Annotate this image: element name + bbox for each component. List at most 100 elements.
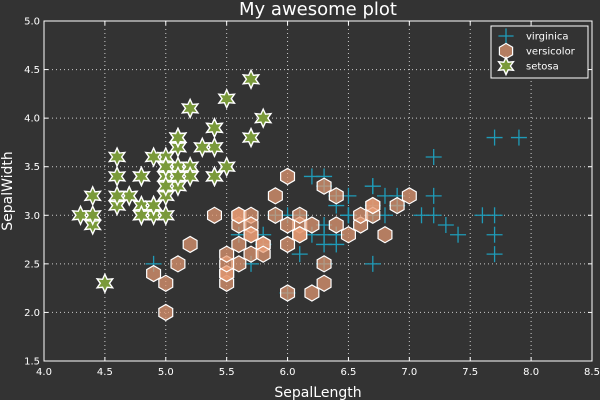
versicolor-point [377,226,393,244]
versicolor-point [365,196,381,215]
virginica-point [437,217,454,233]
setosa-point [132,165,151,188]
virginica-point [486,246,503,263]
y-tick-label: 3.5 [24,162,40,173]
setosa-point [168,126,188,149]
setosa-point [168,165,188,188]
x-tick-label: 5.5 [219,367,235,378]
setosa-point [205,165,224,188]
x-tick-label: 6.5 [340,367,356,378]
virginica-point [486,207,503,224]
versicolor-point [328,187,344,205]
x-tick-label: 4.5 [97,367,113,378]
setosa-point [193,136,212,158]
setosa-point [241,68,261,90]
setosa-point [217,156,236,178]
virginica-point [510,129,527,146]
versicolor-point [280,167,296,186]
setosa-point [132,204,151,226]
versicolor-point [292,226,308,244]
virginica-point [425,207,442,224]
virginica-point [486,226,503,243]
setosa-point [144,194,163,217]
virginica-point [316,226,333,243]
versicolor-point [255,245,271,263]
setosa-point [83,204,102,226]
y-tick-label: 2.5 [24,259,40,270]
versicolor-point [267,206,283,224]
versicolor-point [280,216,296,234]
setosa-point [205,117,224,139]
versicolor-point [158,303,174,322]
series-setosa [71,68,273,294]
versicolor-point [292,206,308,224]
versicolor-point [231,235,247,254]
versicolor-point [389,196,405,215]
x-tick-label: 4.0 [36,367,52,378]
setosa-point [107,185,127,207]
versicolor-point [316,255,332,273]
y-tick-label: 4.0 [24,114,40,125]
versicolor-point [280,235,296,254]
setosa-point [253,107,273,129]
axis-ticks: 4.0 4.5 5.0 5.5 6.0 6.5 7.0 7.5 8.0 8.5 1.5 2.0 2.5 3… [24,17,600,379]
versicolor-point [206,206,223,224]
x-tick-label: 5.0 [158,367,174,378]
x-axis-label: SepalLength [274,385,361,400]
legend-setosa-label: setosa [526,62,559,73]
legend-setosa-marker [497,55,515,77]
virginica-point [291,246,308,263]
virginica-point [425,149,442,165]
x-tick-label: 8.0 [523,367,539,378]
y-tick-label: 2.0 [24,308,40,319]
chart-title: My awesome plot [239,0,397,20]
legend-virginica-marker [498,28,514,44]
virginica-point [486,129,503,146]
versicolor-point [219,245,235,263]
y-axis-label: SepalWidth [0,151,16,231]
plot-frame [43,20,593,362]
data-points [71,68,527,322]
versicolor-point [170,255,186,273]
x-tick-label: 7.0 [401,367,417,378]
versicolor-point [267,187,283,205]
versicolor-point [328,216,344,234]
setosa-point [217,88,236,110]
virginica-point [450,226,467,243]
versicolor-point [316,177,332,195]
setosa-point [180,97,200,120]
y-tick-label: 1.5 [24,357,40,368]
virginica-point [303,168,320,185]
legend: virginica versicolor setosa [490,25,589,79]
versicolor-point [304,284,320,302]
virginica-point [364,255,381,272]
virginica-point [425,187,442,204]
versicolor-point [280,284,296,302]
x-tick-label: 8.5 [584,367,600,378]
setosa-point [156,175,176,197]
versicolor-point [243,226,259,244]
legend-virginica-label: virginica [526,32,569,43]
versicolor-point [182,235,198,254]
x-tick-label: 6.0 [280,367,296,378]
setosa-point [83,185,102,207]
setosa-point [144,146,163,168]
x-tick-label: 7.5 [462,367,478,378]
versicolor-point [146,264,162,283]
versicolor-point [158,274,174,292]
y-tick-label: 4.5 [24,65,40,76]
setosa-point [107,146,127,168]
virginica-point [376,187,393,204]
setosa-point [241,126,261,149]
versicolor-point [340,226,356,244]
versicolor-point [401,187,417,205]
versicolor-point [304,216,320,234]
y-tick-label: 3.0 [24,211,40,222]
series-versicolor [146,167,417,322]
setosa-point [156,204,176,226]
versicolor-point [316,274,332,292]
virginica-point [364,178,381,195]
y-tick-label: 5.0 [24,17,40,28]
setosa-point [95,272,115,294]
